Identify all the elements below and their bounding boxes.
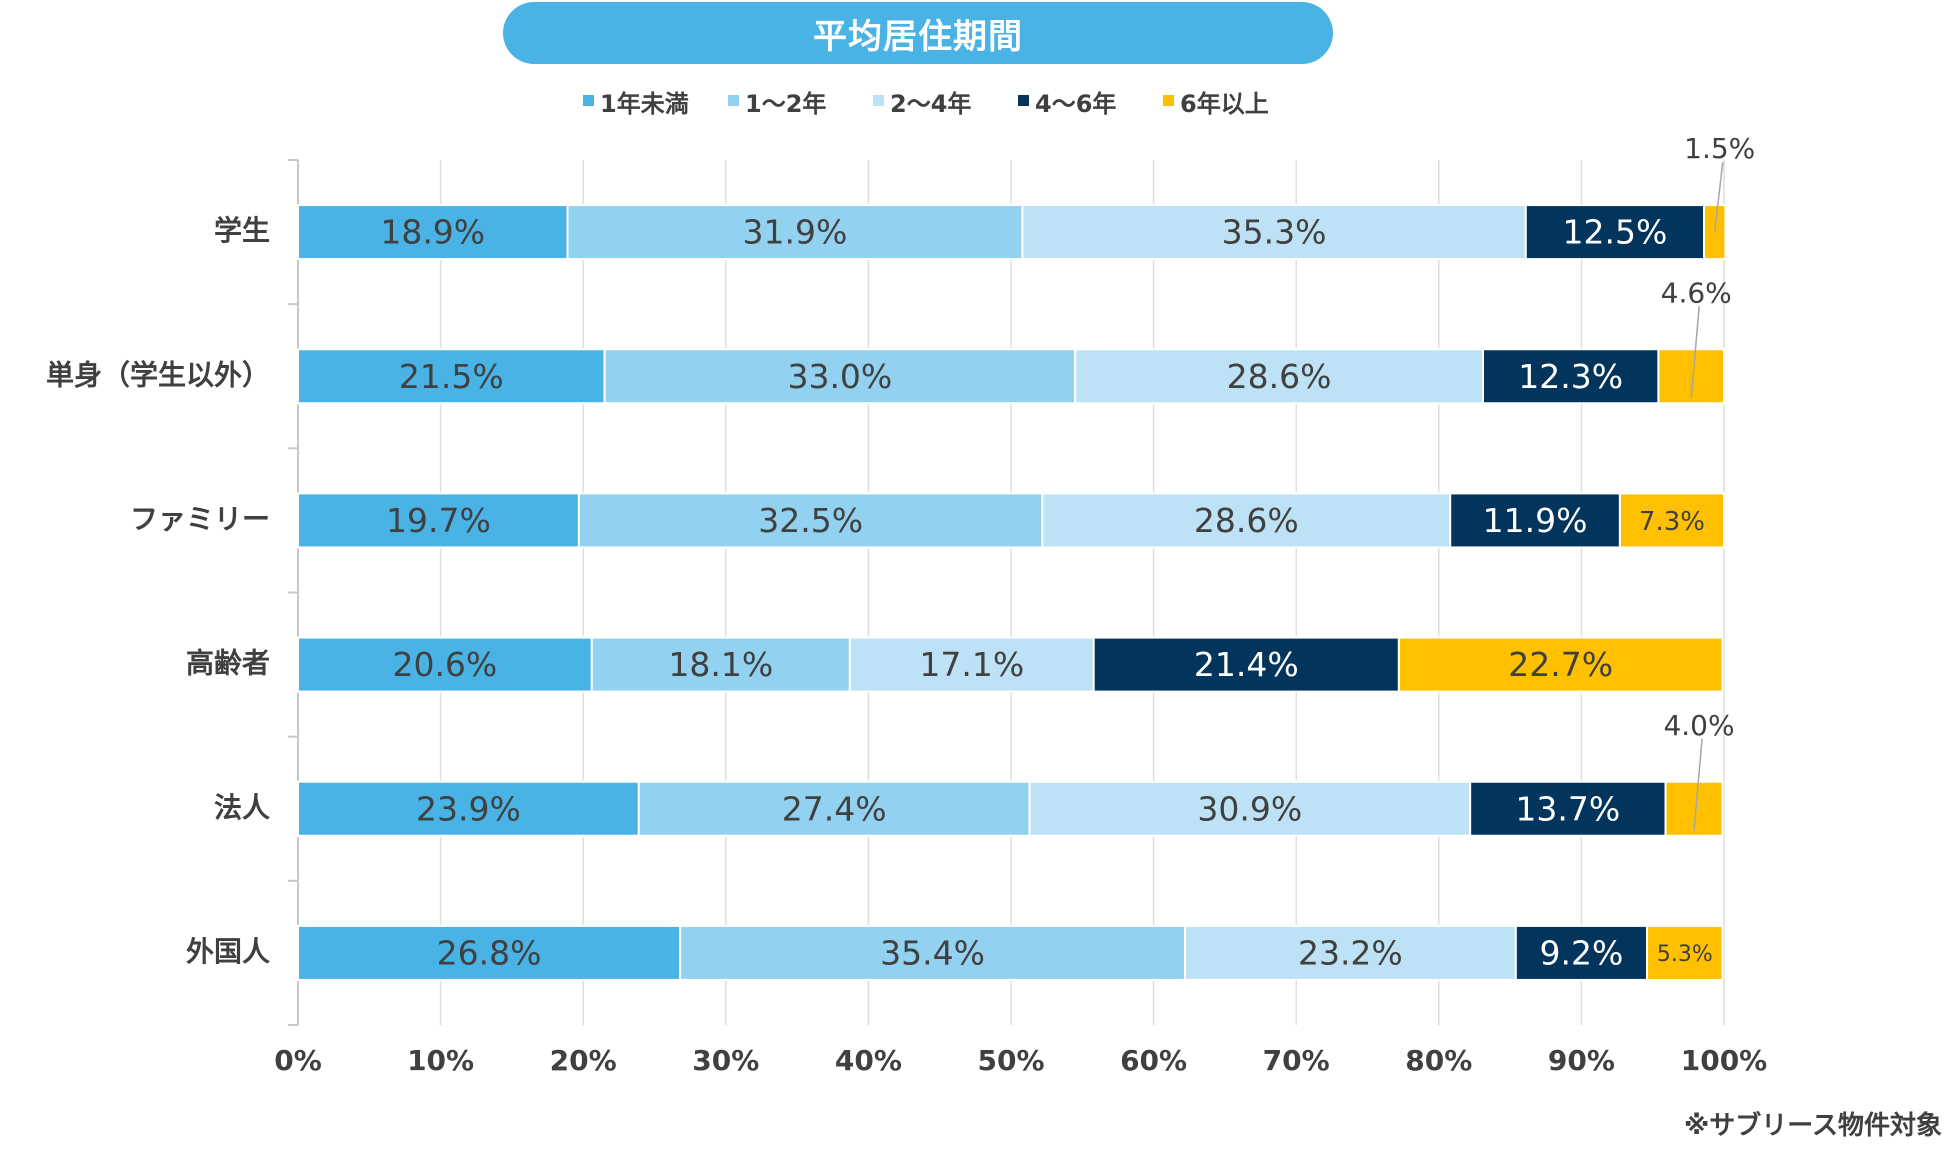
data-label: 7.3%	[1639, 507, 1705, 537]
bar-segment	[577, 492, 1044, 549]
bar-segment	[1449, 492, 1621, 549]
x-tick-label: 0%	[274, 1044, 322, 1077]
bar-segment	[1645, 924, 1724, 981]
bar-segment	[297, 924, 682, 981]
data-label: 28.6%	[1194, 501, 1299, 540]
category-label: 学生	[214, 214, 270, 247]
x-tick-label: 80%	[1405, 1044, 1472, 1077]
legend-swatch	[728, 95, 739, 106]
legend-swatch	[583, 95, 594, 106]
x-tick-label: 90%	[1548, 1044, 1615, 1077]
x-tick-label: 100%	[1681, 1044, 1768, 1077]
bar-segment	[1397, 636, 1724, 693]
data-label: 19.7%	[386, 501, 491, 540]
data-label: 5.3%	[1657, 942, 1713, 967]
data-label: 30.9%	[1197, 789, 1302, 828]
bar-segment	[1469, 780, 1667, 837]
legend-swatch	[873, 95, 884, 106]
category-label: 法人	[214, 791, 270, 824]
bar-segment	[679, 924, 1186, 981]
x-tick-label: 40%	[835, 1044, 902, 1077]
data-label: 12.5%	[1562, 213, 1667, 252]
category-label: 外国人	[186, 935, 270, 968]
legend-label: 2〜4年	[890, 90, 971, 118]
data-label: 9.2%	[1539, 933, 1623, 972]
data-label: 18.9%	[380, 213, 485, 252]
data-label: 31.9%	[743, 213, 848, 252]
legend-swatch	[1018, 95, 1029, 106]
x-tick-label: 50%	[977, 1044, 1044, 1077]
x-tick-label: 10%	[407, 1044, 474, 1077]
bar-segment	[566, 204, 1024, 261]
footnote: ※サブリース物件対象	[1684, 1111, 1942, 1141]
bar-segment	[848, 636, 1095, 693]
bar-segment	[590, 636, 851, 693]
bar-segment	[297, 780, 640, 837]
category-label: ファミリー	[130, 502, 270, 535]
category-label: 高齢者	[186, 647, 270, 680]
leader-line	[1713, 161, 1724, 233]
category-label: 単身（学生以外）	[46, 358, 270, 391]
bar-segment	[1021, 204, 1527, 261]
legend-label: 1〜2年	[745, 90, 826, 118]
leader-line	[1693, 738, 1703, 831]
bar-segment	[297, 204, 569, 261]
x-tick-label: 30%	[692, 1044, 759, 1077]
chart-title: 平均居住期間	[503, 2, 1333, 64]
data-label: 23.9%	[416, 789, 521, 828]
legend-label: 1年未満	[600, 90, 689, 118]
data-label: 21.5%	[399, 357, 504, 396]
bar-segment	[297, 636, 593, 693]
legend-label: 6年以上	[1180, 90, 1269, 118]
gridlines	[288, 159, 1725, 1026]
legend: 1年未満 1〜2年 2〜4年 4〜6年 6年以上	[583, 90, 1269, 118]
bar-segment	[1618, 492, 1725, 549]
data-label: 33.0%	[787, 357, 892, 396]
x-tick-label: 60%	[1120, 1044, 1187, 1077]
data-label: 28.6%	[1227, 357, 1332, 396]
x-axis-ticks: 0% 10% 20% 30% 40% 50% 60% 70% 80% 90% 100%	[274, 1044, 1767, 1077]
bar-segment	[297, 348, 606, 405]
bar-segment	[1514, 924, 1648, 981]
data-label: 20.6%	[392, 645, 497, 684]
data-label: 11.9%	[1483, 501, 1588, 540]
data-label: 4.0%	[1663, 709, 1734, 742]
data-label: 13.7%	[1515, 789, 1620, 828]
data-label: 35.4%	[880, 933, 985, 972]
bar-segment	[1482, 348, 1660, 405]
data-label: 1.5%	[1684, 132, 1755, 165]
x-tick-label: 20%	[550, 1044, 617, 1077]
data-label: 23.2%	[1298, 933, 1403, 972]
data-label: 12.3%	[1518, 357, 1623, 396]
bars: 18.9% 31.9% 35.3% 12.5% 1.5% 21.5% 33.0% 28.6% 1…	[297, 132, 1755, 981]
data-label: 17.1%	[919, 645, 1024, 684]
legend-label: 4〜6年	[1035, 90, 1116, 118]
bar-segment	[297, 492, 580, 549]
data-label: 18.1%	[668, 645, 773, 684]
bar-segment	[1092, 636, 1400, 693]
bar-segment	[603, 348, 1077, 405]
data-label: 22.7%	[1508, 645, 1613, 684]
bar-segment	[1041, 492, 1452, 549]
bar-segment	[1524, 204, 1706, 261]
data-label: 32.5%	[758, 501, 863, 540]
legend-swatch	[1163, 95, 1174, 106]
data-label: 26.8%	[437, 933, 542, 972]
leader-line	[1690, 306, 1700, 399]
data-label: 27.4%	[782, 789, 887, 828]
data-label: 21.4%	[1194, 645, 1299, 684]
data-label: 35.3%	[1222, 213, 1327, 252]
data-label: 4.6%	[1661, 276, 1732, 309]
x-tick-label: 70%	[1263, 1044, 1330, 1077]
